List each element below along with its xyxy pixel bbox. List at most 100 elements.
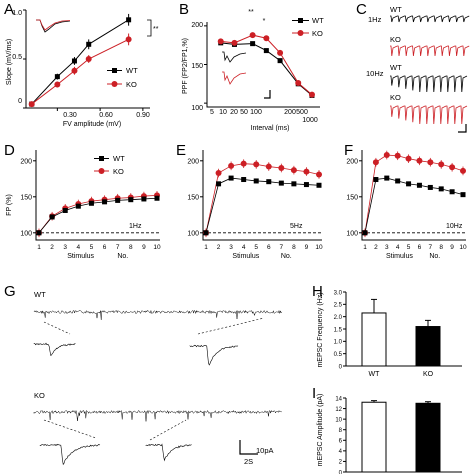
panel-c-trace-wt-10hz [390,75,468,93]
panel-c-row-1hz-label: 1Hz [368,15,382,24]
panel-h-plot: 0 0.5 1.0 1.5 2.0 2.5 3.0 WT KO [334,290,462,378]
panel-e-xtick-6: 7 [280,244,284,251]
panel-a-xlabel: FV amplitude (mV) [63,121,121,128]
panel-d-point-wt-4 [88,200,94,206]
panel-e-xlabel-no: No. [281,253,292,260]
panel-e-plot: 100 150 200 1 2 3 4 5 6 7 8 9 10 Stimulus No. [187,150,323,260]
panel-e-xtick-3: 4 [242,244,246,251]
panel-g-wt-zoom-line-2 [197,317,265,335]
panel-f-line-ko [364,154,464,233]
panel-d-ytick-2: 200 [20,158,32,165]
panel-g-letter: G [4,283,16,300]
panel-d-xlabel-stimulus: Stimulus [67,253,94,260]
panel-c: C 1Hz WT KO 10Hz WT KO [356,1,470,133]
panel-b-ytick-1: 150 [191,63,203,70]
panel-a-ylabel: Slope (mV/ms) [6,39,13,85]
panel-b-xtick-200: 200 [284,109,296,116]
panel-b-point-ko-6 [308,91,315,98]
panel-e-point-wt-0 [203,230,209,236]
panel-f-line-wt [364,177,464,233]
panel-a-point-ko-0 [28,101,35,108]
panel-f-xtick-3: 4 [396,244,400,251]
panel-b-point-ko-5 [295,80,302,87]
panel-h-letter: H [312,283,323,300]
panel-d-ylabel: FP (%) [6,194,13,216]
panel-d-point-wt-1 [49,214,55,220]
panel-b-sig-2: * [263,18,266,25]
panel-b-xlabel: Interval (ms) [251,125,290,132]
panel-d-axes [35,150,160,241]
panel-f-xtick-1: 2 [374,244,378,251]
panel-f-ytick-2: 200 [346,158,358,165]
panel-g-scale-amp: 10pA [256,446,274,455]
panel-e-xtick-1: 2 [217,244,221,251]
panel-f-point-wt-2 [384,175,390,181]
panel-a-xtick-1: 0.60 [99,112,113,119]
panel-e-point-wt-9 [316,182,322,188]
panel-e-line-wt [205,177,320,233]
panel-d: D FP (%) 1Hz WT KO 100 150 200 1 2 3 4 5 6 7 8 9 10 S… [4,142,161,260]
panel-d-legend-wt: WT [113,154,125,163]
panel-f-point-wt-3 [395,178,401,184]
panel-b-ylabel: PPF (FP2/FP1,%) [182,38,189,94]
panel-f-xtick-5: 6 [418,244,422,251]
panel-i-ytick-1: 2 [339,460,343,466]
panel-g-ko-trace [33,409,282,422]
panel-i-ytick-4: 8 [339,428,343,434]
panel-d-point-wt-0 [36,230,42,236]
panel-b-axes [206,22,320,108]
panel-f-xtick-2: 3 [385,244,389,251]
panel-f-ytick-1: 150 [346,194,358,201]
panel-a-line-wt [31,19,129,105]
panel-a-plot [23,9,150,111]
panel-a-legend-ko: KO [126,80,137,89]
panel-e-point-ko-5 [265,163,272,170]
panel-e-line-ko [205,163,320,233]
panel-g-scale-time: 2S [244,457,253,466]
panel-h-ytick-6: 3.0 [334,290,343,296]
panel-e-letter: E [176,142,186,159]
panel-d-legend-ko: KO [113,167,124,176]
panel-f-xlabel-stimulus: Stimulus [386,253,413,260]
panel-c-traces [390,15,470,125]
panel-a-point-ko-3 [85,56,92,62]
panel-d-plot: 100 150 200 1 2 3 4 5 6 7 8 9 10 Stimulus No. [20,150,161,260]
panel-g-ko-label: KO [34,391,45,400]
panel-c-row-ko-1hz-genotype: KO [390,35,401,44]
panel-f-axes [361,150,466,241]
panel-f-letter: F [344,142,353,159]
panel-e-xlabel-stimulus: Stimulus [232,253,259,260]
panel-g-wt-label: WT [34,290,46,299]
panel-d-xtick-5: 6 [103,244,107,251]
panel-i-ytick-2: 4 [339,449,343,455]
panel-i: I mEPSC Amplitude (pA) 0 2 4 6 8 10 12 14 [312,385,462,474]
panel-f-point-ko-4 [405,155,412,162]
panel-h-ylabel: mEPSC Frequency (Hz) [317,292,324,367]
panel-e-xtick-9: 10 [315,244,323,251]
panel-b-legend-wt: WT [312,16,324,25]
panel-b-point-wt-4 [277,58,283,64]
panel-c-scale-bar [458,124,467,133]
panel-a-point-wt-1 [54,74,60,80]
panel-g-traces [33,309,283,466]
panel-g-wt-trace [33,309,283,320]
panel-b-point-ko-2 [249,32,256,39]
panel-c-row-wt-10hz-genotype: WT [390,63,402,72]
panel-a-xtick-2: 0.90 [136,112,150,119]
panel-d-point-wt-8 [141,196,147,202]
panel-a-point-ko-1 [54,81,61,88]
panel-d-xtick-7: 8 [129,244,133,251]
panel-e-xtick-2: 3 [229,244,233,251]
panel-b-point-ko-0 [217,38,224,45]
panel-f-point-wt-5 [416,182,422,188]
panel-h-ytick-3: 1.5 [334,327,343,333]
panel-d-xtick-6: 7 [116,244,120,251]
panel-h-category-ko: KO [423,371,434,378]
panel-e-point-wt-5 [266,179,272,185]
panel-b-xtick-10: 10 [219,109,227,116]
panel-c-trace-ko-1hz [390,45,470,57]
panel-b-xtick-20: 20 [230,109,238,116]
panel-g: G WT KO 2S 10pA [4,283,283,466]
panel-c-row-10hz-label: 10Hz [366,69,384,78]
panel-g-wt-inset-1 [33,342,76,357]
